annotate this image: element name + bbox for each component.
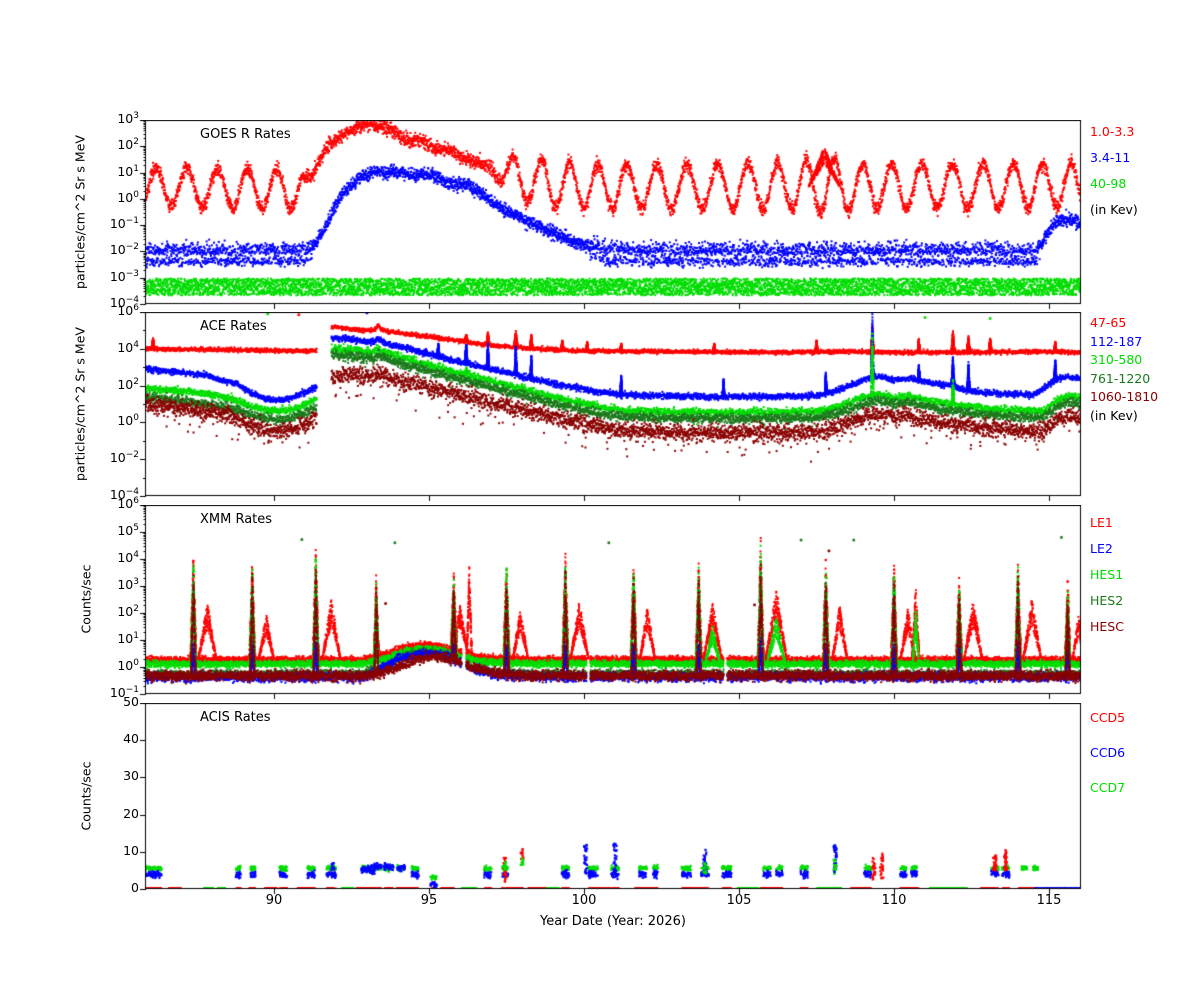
legend-item-1060-1810: 1060-1810 bbox=[1090, 389, 1159, 404]
y-tick-label: 102 bbox=[117, 137, 139, 153]
legend-item--in-kev-: (in Kev) bbox=[1090, 407, 1138, 423]
x-axis-label: Year Date (Year: 2026) bbox=[540, 914, 686, 929]
y-tick-label: 101 bbox=[117, 631, 139, 647]
panel-title-xmm: XMM Rates bbox=[200, 512, 273, 527]
y-tick-label: 104 bbox=[117, 550, 139, 566]
y-tick-label: 10−2 bbox=[109, 450, 139, 466]
y-tick-label: 0 bbox=[131, 880, 139, 895]
x-tick-label: 95 bbox=[420, 893, 438, 908]
y-tick-label: 50 bbox=[123, 694, 139, 709]
y-tick-label: 10−3 bbox=[109, 268, 139, 284]
acis-rates-plot bbox=[135, 703, 1085, 903]
xmm-rates-plot bbox=[135, 505, 1085, 708]
panel-title-ace: ACE Rates bbox=[200, 319, 267, 334]
y-tick-label: 10−4 bbox=[109, 487, 139, 503]
y-tick-label: 106 bbox=[117, 303, 139, 319]
y-tick-label: 20 bbox=[123, 805, 139, 821]
y-tick-label: 100 bbox=[117, 658, 139, 674]
y-tick-label: 100 bbox=[117, 189, 139, 205]
y-tick-label: 103 bbox=[117, 111, 139, 127]
x-tick-label: 90 bbox=[265, 893, 283, 908]
goes-rates-plot bbox=[135, 120, 1085, 318]
y-tick-label: 103 bbox=[117, 577, 139, 593]
y-tick-label: 10−4 bbox=[109, 295, 139, 311]
x-tick-label: 115 bbox=[1036, 893, 1062, 908]
x-tick-label: 110 bbox=[881, 893, 907, 908]
y-tick-label: 102 bbox=[117, 376, 139, 392]
legend-item-47-65: 47-65 bbox=[1090, 315, 1127, 330]
panel-title-acis: ACIS Rates bbox=[200, 710, 271, 725]
legend-item-40-98: 40-98 bbox=[1090, 176, 1127, 191]
legend-item-le1: LE1 bbox=[1090, 515, 1113, 530]
y-axis-label-ace: particles/cm^2 Sr s MeV bbox=[72, 327, 88, 481]
y-tick-label: 30 bbox=[123, 768, 139, 784]
ace-rates-plot bbox=[135, 312, 1085, 510]
y-tick-label: 102 bbox=[117, 604, 139, 620]
legend-item-ccd7: CCD7 bbox=[1090, 780, 1126, 795]
legend-item-761-1220: 761-1220 bbox=[1090, 370, 1151, 386]
x-tick-label: 100 bbox=[571, 893, 597, 908]
legend-item-hes2: HES2 bbox=[1090, 593, 1124, 608]
legend-item-112-187: 112-187 bbox=[1090, 333, 1143, 349]
y-tick-label: 100 bbox=[117, 413, 139, 429]
y-axis-label-goes: particles/cm^2 Sr s MeV bbox=[72, 135, 88, 289]
y-axis-label-acis: Counts/sec bbox=[78, 761, 94, 831]
y-tick-label: 10−1 bbox=[109, 685, 139, 701]
legend-item-le2: LE2 bbox=[1090, 541, 1113, 556]
legend-item-1-0-3-3: 1.0-3.3 bbox=[1090, 124, 1135, 139]
y-tick-label: 101 bbox=[117, 163, 139, 179]
x-tick-label: 105 bbox=[726, 893, 752, 908]
y-tick-label: 106 bbox=[117, 496, 139, 512]
legend-item--in-kev-: (in Kev) bbox=[1090, 202, 1138, 217]
legend-item-3-4-11: 3.4-11 bbox=[1090, 150, 1131, 165]
y-axis-label-xmm: Counts/sec bbox=[78, 564, 94, 634]
y-tick-label: 10 bbox=[123, 842, 139, 858]
legend-item-ccd5: CCD5 bbox=[1090, 710, 1126, 725]
legend-item-ccd6: CCD6 bbox=[1090, 745, 1126, 760]
y-tick-label: 10−1 bbox=[109, 216, 139, 232]
legend-item-hesc: HESC bbox=[1090, 619, 1124, 634]
legend-item-310-580: 310-580 bbox=[1090, 352, 1143, 367]
panel-title-goes: GOES R Rates bbox=[200, 127, 291, 142]
y-tick-label: 40 bbox=[123, 731, 139, 747]
y-tick-label: 104 bbox=[117, 339, 139, 355]
legend-item-hes1: HES1 bbox=[1090, 567, 1124, 582]
y-tick-label: 105 bbox=[117, 523, 139, 539]
y-tick-label: 10−2 bbox=[109, 242, 139, 258]
